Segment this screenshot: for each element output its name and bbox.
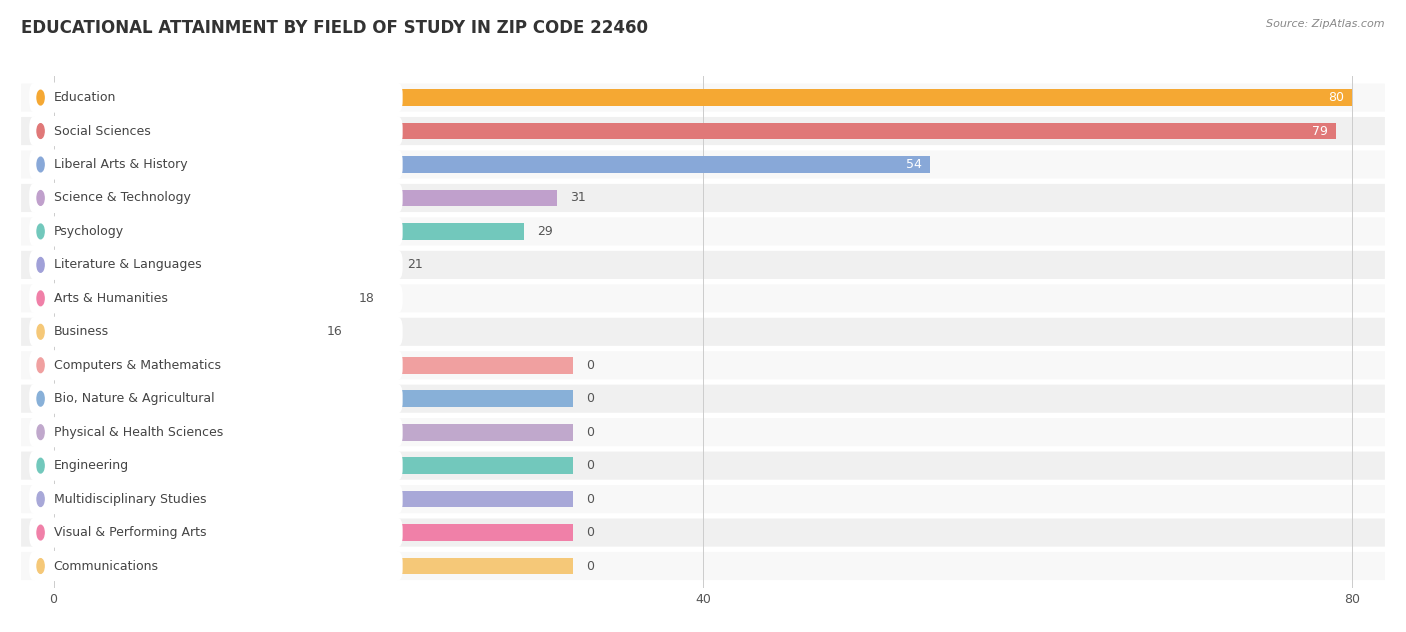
Circle shape bbox=[37, 90, 44, 105]
Text: Social Sciences: Social Sciences bbox=[53, 125, 150, 138]
FancyBboxPatch shape bbox=[21, 318, 1385, 346]
Bar bbox=[53, 490, 574, 507]
Circle shape bbox=[37, 224, 44, 239]
FancyBboxPatch shape bbox=[21, 418, 1385, 446]
Bar bbox=[53, 458, 574, 474]
Bar bbox=[53, 524, 574, 541]
FancyBboxPatch shape bbox=[21, 385, 1385, 413]
Text: Literature & Languages: Literature & Languages bbox=[53, 258, 201, 271]
FancyBboxPatch shape bbox=[30, 551, 402, 581]
FancyBboxPatch shape bbox=[21, 150, 1385, 179]
FancyBboxPatch shape bbox=[21, 117, 1385, 145]
Text: 0: 0 bbox=[586, 359, 595, 372]
Circle shape bbox=[37, 425, 44, 439]
Circle shape bbox=[37, 291, 44, 306]
Text: 80: 80 bbox=[1329, 91, 1344, 104]
FancyBboxPatch shape bbox=[30, 417, 402, 447]
Text: 79: 79 bbox=[1312, 125, 1329, 138]
Text: 0: 0 bbox=[586, 526, 595, 539]
Text: Psychology: Psychology bbox=[53, 225, 124, 238]
Circle shape bbox=[37, 324, 44, 339]
Text: 21: 21 bbox=[408, 258, 423, 271]
FancyBboxPatch shape bbox=[30, 384, 402, 414]
Bar bbox=[53, 156, 931, 173]
FancyBboxPatch shape bbox=[21, 518, 1385, 547]
Text: 0: 0 bbox=[586, 459, 595, 472]
FancyBboxPatch shape bbox=[30, 317, 402, 347]
Text: 54: 54 bbox=[907, 158, 922, 171]
FancyBboxPatch shape bbox=[21, 284, 1385, 312]
Circle shape bbox=[37, 191, 44, 205]
Circle shape bbox=[37, 559, 44, 573]
FancyBboxPatch shape bbox=[30, 451, 402, 481]
Text: 0: 0 bbox=[586, 492, 595, 506]
Text: Arts & Humanities: Arts & Humanities bbox=[53, 292, 167, 305]
Text: Multidisciplinary Studies: Multidisciplinary Studies bbox=[53, 492, 207, 506]
Circle shape bbox=[37, 257, 44, 272]
FancyBboxPatch shape bbox=[30, 183, 402, 213]
FancyBboxPatch shape bbox=[30, 518, 402, 547]
FancyBboxPatch shape bbox=[30, 83, 402, 112]
FancyBboxPatch shape bbox=[30, 116, 402, 146]
Text: Liberal Arts & History: Liberal Arts & History bbox=[53, 158, 187, 171]
Bar bbox=[53, 557, 574, 574]
Circle shape bbox=[37, 124, 44, 138]
Bar bbox=[53, 190, 557, 206]
Text: Bio, Nature & Agricultural: Bio, Nature & Agricultural bbox=[53, 392, 214, 405]
Text: 16: 16 bbox=[326, 325, 342, 338]
FancyBboxPatch shape bbox=[30, 484, 402, 514]
Text: 29: 29 bbox=[537, 225, 553, 238]
Text: Physical & Health Sciences: Physical & Health Sciences bbox=[53, 426, 222, 439]
Text: 0: 0 bbox=[586, 426, 595, 439]
FancyBboxPatch shape bbox=[30, 350, 402, 380]
FancyBboxPatch shape bbox=[21, 83, 1385, 112]
FancyBboxPatch shape bbox=[30, 250, 402, 280]
Text: Communications: Communications bbox=[53, 559, 159, 573]
Bar bbox=[53, 257, 395, 273]
Bar bbox=[53, 123, 1336, 140]
FancyBboxPatch shape bbox=[21, 485, 1385, 513]
Text: Visual & Performing Arts: Visual & Performing Arts bbox=[53, 526, 207, 539]
Bar bbox=[53, 223, 524, 240]
FancyBboxPatch shape bbox=[30, 283, 402, 313]
Text: 0: 0 bbox=[586, 559, 595, 573]
Circle shape bbox=[37, 391, 44, 406]
Text: Education: Education bbox=[53, 91, 115, 104]
FancyBboxPatch shape bbox=[21, 184, 1385, 212]
FancyBboxPatch shape bbox=[21, 552, 1385, 580]
Bar bbox=[53, 290, 346, 307]
Bar bbox=[53, 391, 574, 407]
FancyBboxPatch shape bbox=[21, 251, 1385, 279]
Text: 0: 0 bbox=[586, 392, 595, 405]
FancyBboxPatch shape bbox=[21, 217, 1385, 245]
Bar bbox=[53, 324, 314, 340]
Text: 18: 18 bbox=[359, 292, 374, 305]
FancyBboxPatch shape bbox=[30, 149, 402, 179]
Text: Computers & Mathematics: Computers & Mathematics bbox=[53, 359, 221, 372]
FancyBboxPatch shape bbox=[21, 452, 1385, 480]
Circle shape bbox=[37, 492, 44, 506]
Text: Engineering: Engineering bbox=[53, 459, 129, 472]
Bar bbox=[53, 89, 1353, 106]
FancyBboxPatch shape bbox=[30, 216, 402, 246]
Text: EDUCATIONAL ATTAINMENT BY FIELD OF STUDY IN ZIP CODE 22460: EDUCATIONAL ATTAINMENT BY FIELD OF STUDY… bbox=[21, 19, 648, 37]
Circle shape bbox=[37, 458, 44, 473]
Text: 31: 31 bbox=[569, 191, 586, 205]
Bar bbox=[53, 424, 574, 441]
Text: Business: Business bbox=[53, 325, 108, 338]
Bar bbox=[53, 357, 574, 374]
FancyBboxPatch shape bbox=[21, 351, 1385, 379]
Text: Science & Technology: Science & Technology bbox=[53, 191, 190, 205]
Text: Source: ZipAtlas.com: Source: ZipAtlas.com bbox=[1267, 19, 1385, 29]
Circle shape bbox=[37, 358, 44, 373]
Circle shape bbox=[37, 157, 44, 172]
Circle shape bbox=[37, 525, 44, 540]
